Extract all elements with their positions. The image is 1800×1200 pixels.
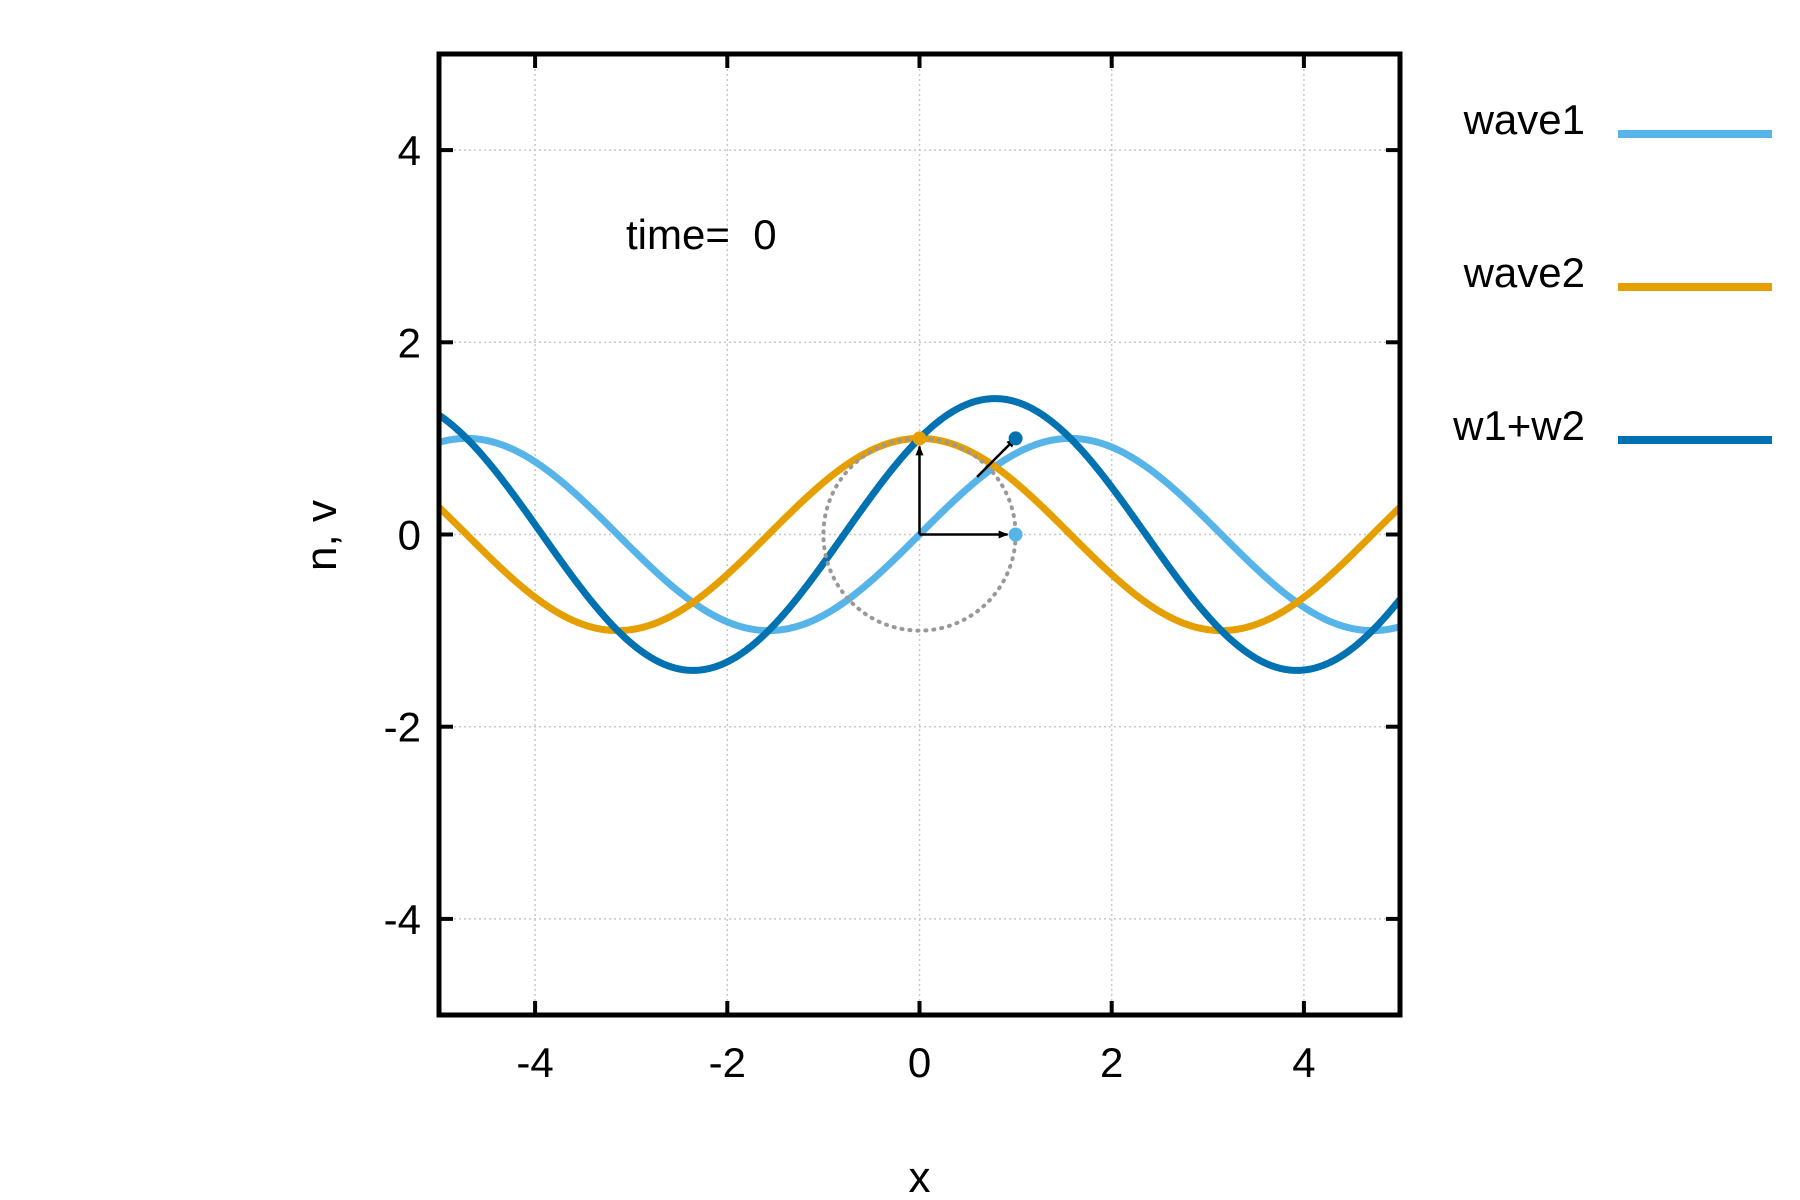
y-tick-label: -4: [384, 896, 421, 943]
y-tick-label: 4: [398, 127, 421, 174]
legend-label-1: wave1: [1463, 96, 1585, 143]
y-tick-label: -2: [384, 704, 421, 751]
phasor-tip-1: [1008, 527, 1023, 542]
x-tick-label: 2: [1100, 1039, 1123, 1086]
x-tick-label: 0: [908, 1039, 931, 1086]
x-tick-label: -2: [709, 1039, 746, 1086]
legend: wave1 wave2 w1+w2: [1452, 96, 1772, 449]
legend-label-3: w1+w2: [1452, 402, 1585, 449]
phasor-tip-3: [1008, 431, 1023, 446]
x-tick-label: 4: [1292, 1039, 1315, 1086]
x-tick-labels: -4 -2 0 2 4: [516, 1039, 1315, 1086]
phasor-tip-2: [912, 431, 927, 446]
x-axis-label: x: [909, 1153, 931, 1200]
y-tick-labels: -4 -2 0 2 4: [384, 127, 421, 943]
legend-label-2: wave2: [1463, 249, 1585, 296]
axis-ticks: [439, 54, 1400, 1015]
y-tick-label: 0: [398, 512, 421, 559]
x-tick-label: -4: [516, 1039, 553, 1086]
grid-lines: [439, 54, 1400, 1015]
y-axis-label: n, v: [297, 500, 346, 571]
phasor-vector-3: [976, 437, 1017, 478]
phasor-diagram: [821, 431, 1023, 633]
y-tick-label: 2: [398, 319, 421, 366]
time-annotation: time= 0: [626, 211, 777, 258]
